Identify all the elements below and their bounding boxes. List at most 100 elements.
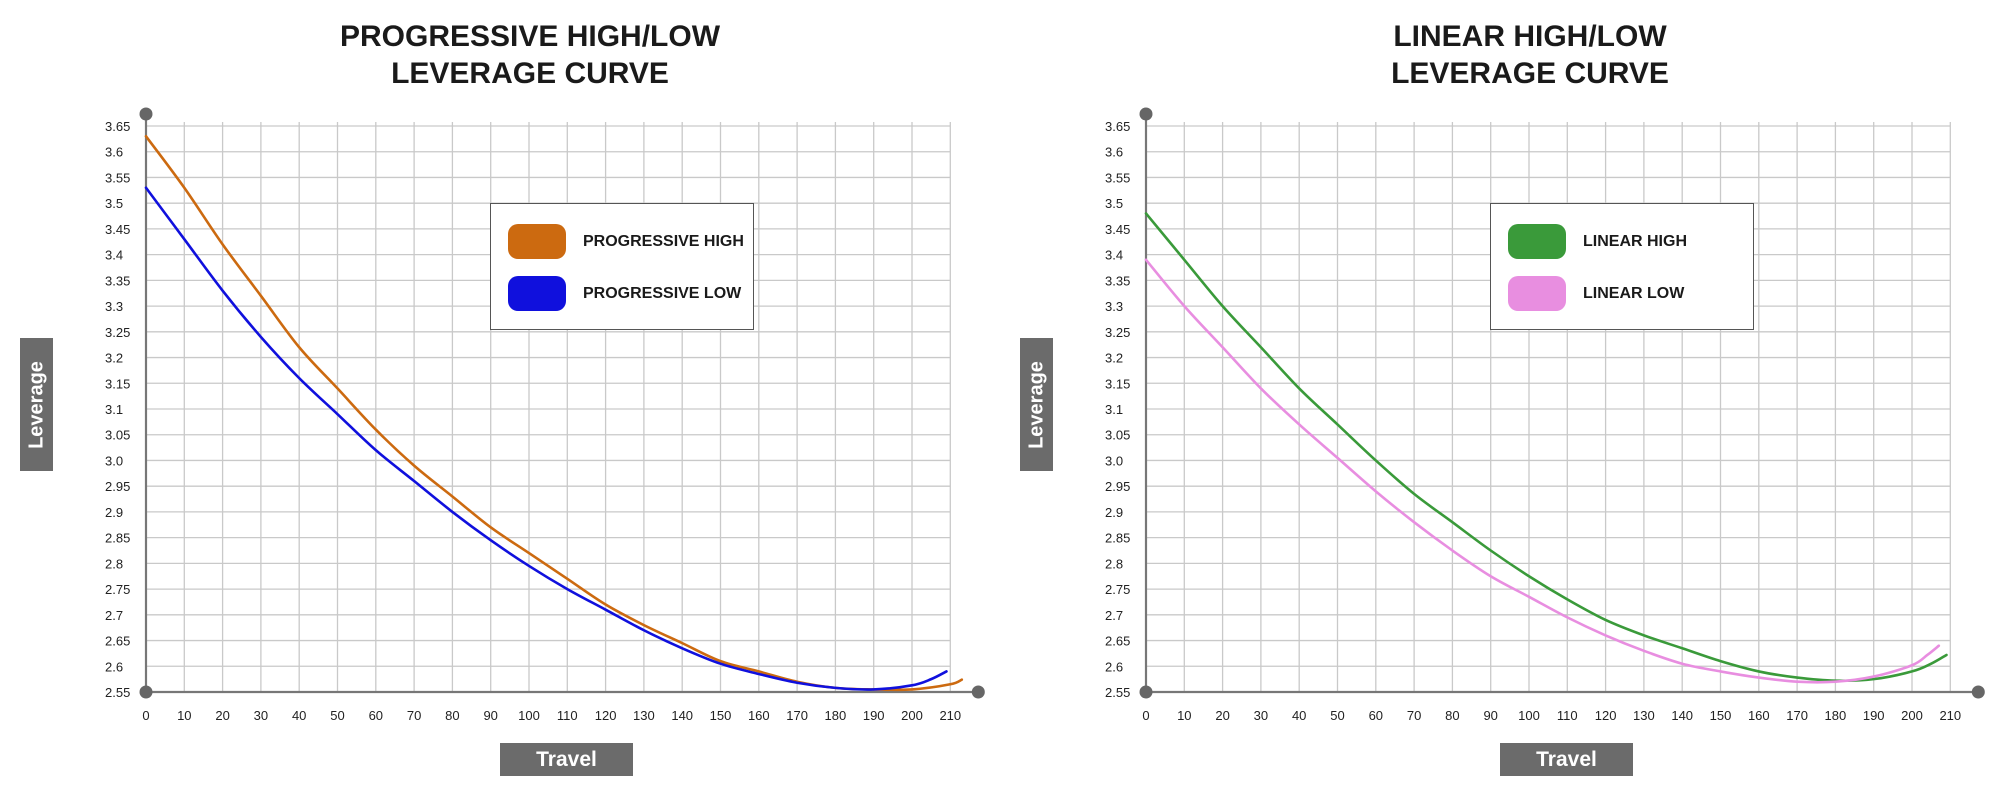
legend-label: PROGRESSIVE LOW bbox=[583, 285, 742, 302]
y-tick-label: 3.15 bbox=[1105, 376, 1130, 391]
y-tick-label: 2.65 bbox=[105, 634, 130, 649]
y-tick-label: 2.85 bbox=[105, 531, 130, 546]
x-tick-label: 140 bbox=[1671, 708, 1693, 723]
y-axis-label-text: Leverage bbox=[1025, 360, 1047, 449]
x-tick-label: 140 bbox=[671, 708, 693, 723]
x-tick-label: 80 bbox=[1445, 708, 1459, 723]
x-tick-label: 120 bbox=[1595, 708, 1617, 723]
axis-origin-dot bbox=[139, 685, 153, 699]
legend-label: LINEAR HIGH bbox=[1583, 233, 1687, 250]
y-tick-label: 2.95 bbox=[1105, 479, 1130, 494]
x-tick-label: 110 bbox=[1557, 708, 1578, 723]
x-tick-label: 10 bbox=[1177, 708, 1191, 723]
y-tick-label: 3.55 bbox=[1105, 170, 1130, 185]
y-axis-end-dot bbox=[1139, 107, 1153, 121]
y-tick-label: 2.6 bbox=[105, 659, 123, 674]
legend-label: PROGRESSIVE HIGH bbox=[583, 233, 744, 250]
y-tick-label: 3.45 bbox=[105, 222, 130, 237]
y-tick-label: 2.55 bbox=[105, 685, 130, 700]
x-tick-label: 0 bbox=[142, 708, 149, 723]
y-tick-label: 2.65 bbox=[1105, 634, 1130, 649]
x-tick-label: 70 bbox=[1407, 708, 1421, 723]
x-tick-label: 160 bbox=[1748, 708, 1770, 723]
y-axis-label: Leverage bbox=[1020, 338, 1053, 471]
x-tick-label: 100 bbox=[1518, 708, 1540, 723]
y-tick-label: 3.1 bbox=[105, 402, 123, 417]
y-tick-label: 3.35 bbox=[105, 273, 130, 288]
x-tick-label: 150 bbox=[1710, 708, 1732, 723]
y-tick-label: 3.25 bbox=[105, 325, 130, 340]
x-tick-label: 170 bbox=[1786, 708, 1808, 723]
x-tick-label: 110 bbox=[557, 708, 578, 723]
x-tick-label: 50 bbox=[330, 708, 344, 723]
legend-swatch bbox=[508, 224, 566, 259]
y-tick-label: 2.8 bbox=[105, 556, 123, 571]
y-tick-label: 3.0 bbox=[105, 453, 123, 468]
x-tick-label: 160 bbox=[748, 708, 770, 723]
x-tick-label: 30 bbox=[254, 708, 268, 723]
y-tick-label: 2.9 bbox=[105, 505, 123, 520]
x-tick-label: 20 bbox=[1215, 708, 1229, 723]
chart-title-line-2: LEVERAGE CURVE bbox=[391, 57, 669, 90]
legend-item: PROGRESSIVE HIGH bbox=[508, 224, 748, 260]
y-tick-label: 3.15 bbox=[105, 376, 130, 391]
x-tick-label: 210 bbox=[939, 708, 961, 723]
x-tick-label: 170 bbox=[786, 708, 808, 723]
legend-item: PROGRESSIVE LOW bbox=[508, 276, 748, 312]
legend-swatch bbox=[508, 276, 566, 311]
y-tick-label: 3.6 bbox=[105, 145, 123, 160]
x-tick-label: 70 bbox=[407, 708, 421, 723]
legend-swatch bbox=[1508, 276, 1566, 311]
x-tick-label: 90 bbox=[483, 708, 497, 723]
y-tick-label: 2.75 bbox=[105, 582, 130, 597]
y-tick-label: 2.7 bbox=[1105, 608, 1123, 623]
series-line-linear-low bbox=[1144, 258, 1941, 684]
y-tick-label: 3.3 bbox=[1105, 299, 1123, 314]
y-axis-label: Leverage bbox=[20, 338, 53, 471]
chart-title-line-1: LINEAR HIGH/LOW bbox=[1393, 20, 1667, 53]
y-axis-label-text: Leverage bbox=[25, 360, 47, 449]
y-tick-label: 3.6 bbox=[1105, 145, 1123, 160]
chart-title: PROGRESSIVE HIGH/LOW LEVERAGE CURVE bbox=[0, 18, 1060, 92]
chart-title: LINEAR HIGH/LOW LEVERAGE CURVE bbox=[1000, 18, 2000, 92]
y-tick-label: 3.65 bbox=[105, 119, 130, 134]
x-tick-label: 180 bbox=[1825, 708, 1847, 723]
legend-label: LINEAR LOW bbox=[1583, 285, 1685, 302]
x-tick-label: 200 bbox=[901, 708, 923, 723]
y-tick-label: 2.8 bbox=[1105, 556, 1123, 571]
y-tick-label: 3.5 bbox=[1105, 196, 1123, 211]
y-tick-label: 3.5 bbox=[105, 196, 123, 211]
x-axis-label: Travel bbox=[500, 743, 633, 776]
axis-origin-dot bbox=[1139, 685, 1153, 699]
x-tick-label: 210 bbox=[1939, 708, 1961, 723]
y-tick-label: 2.75 bbox=[1105, 582, 1130, 597]
y-tick-label: 3.3 bbox=[105, 299, 123, 314]
x-tick-label: 60 bbox=[369, 708, 383, 723]
plot-area: 3.65 3.6 3.55 3.5 3.45 3.4 3.35 3.3 3.25 3.2 3.15 3… bbox=[1105, 107, 1985, 723]
x-tick-label: 60 bbox=[1369, 708, 1383, 723]
x-tick-label: 180 bbox=[825, 708, 847, 723]
legend-item: LINEAR LOW bbox=[1508, 276, 1748, 312]
x-tick-label: 80 bbox=[445, 708, 459, 723]
y-tick-label: 3.2 bbox=[1105, 351, 1123, 366]
x-tick-label: 90 bbox=[1483, 708, 1497, 723]
y-tick-label: 3.2 bbox=[105, 351, 123, 366]
legend-item: LINEAR HIGH bbox=[1508, 224, 1748, 260]
x-tick-label: 120 bbox=[595, 708, 617, 723]
x-axis-end-dot bbox=[971, 685, 985, 699]
x-tick-label: 100 bbox=[518, 708, 540, 723]
y-tick-label: 2.6 bbox=[1105, 659, 1123, 674]
y-tick-label: 2.85 bbox=[1105, 531, 1130, 546]
y-tick-label: 3.05 bbox=[105, 428, 130, 443]
y-tick-label: 3.25 bbox=[1105, 325, 1130, 340]
chart-panel-progressive: PROGRESSIVE HIGH/LOW LEVERAGE CURVE 3.65… bbox=[20, 20, 985, 776]
y-tick-label: 3.65 bbox=[1105, 119, 1130, 134]
y-tick-label: 3.45 bbox=[1105, 222, 1130, 237]
x-axis-label: Travel bbox=[1500, 743, 1633, 776]
y-tick-label: 2.55 bbox=[1105, 685, 1130, 700]
y-tick-label: 3.35 bbox=[1105, 273, 1130, 288]
y-tick-label: 3.4 bbox=[105, 248, 123, 263]
x-tick-label: 20 bbox=[215, 708, 229, 723]
y-tick-label: 3.0 bbox=[1105, 453, 1123, 468]
y-tick-label: 3.05 bbox=[1105, 428, 1130, 443]
